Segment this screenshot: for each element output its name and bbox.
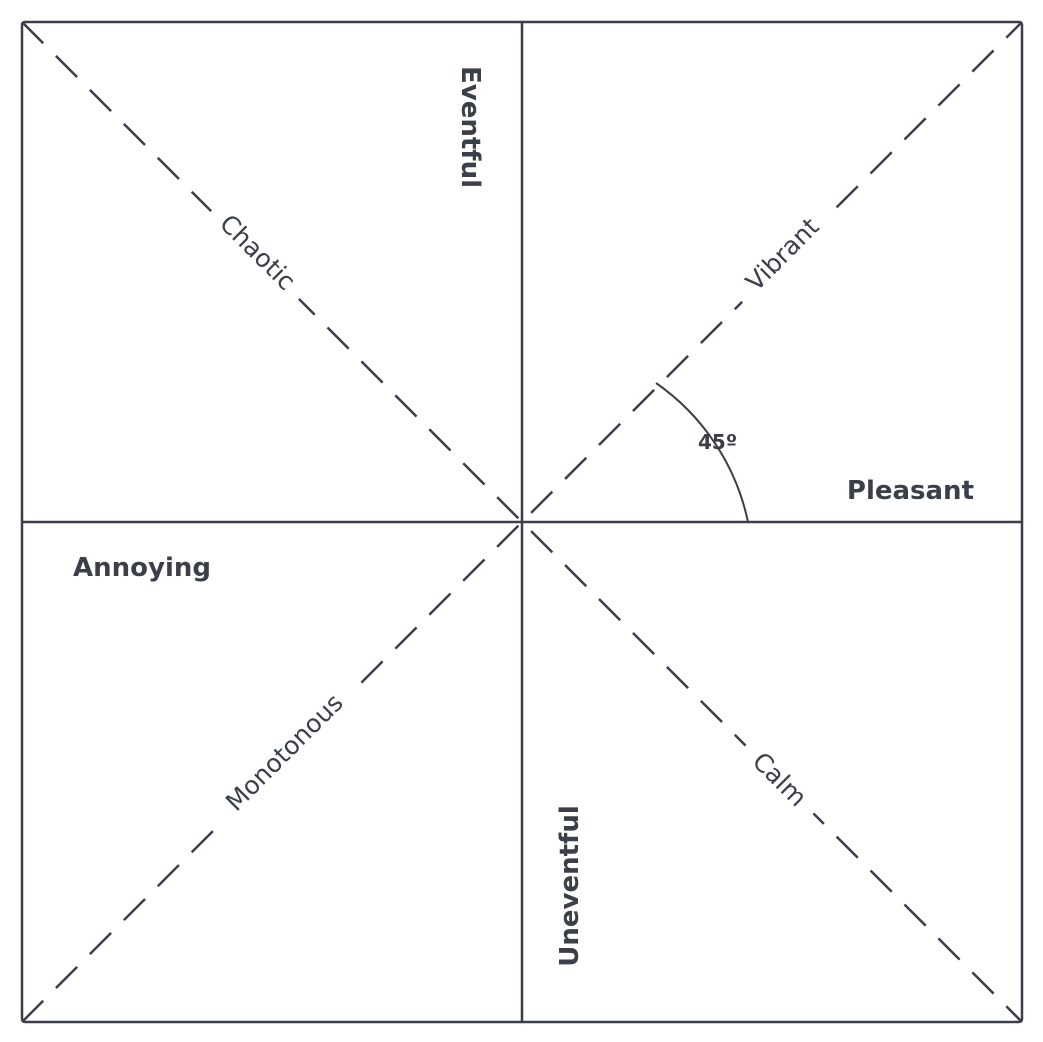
label-vibrant-group: Vibrant bbox=[724, 196, 840, 312]
label-monotonous: Monotonous bbox=[220, 688, 349, 817]
label-chaotic-gap bbox=[200, 194, 316, 310]
label-chaotic: Chaotic bbox=[214, 209, 301, 296]
label-eventful: Eventful bbox=[455, 66, 485, 188]
label-vibrant-gap bbox=[724, 196, 840, 312]
label-monotonous-group: Monotonous bbox=[199, 667, 369, 837]
angle-arc bbox=[655, 382, 749, 523]
angle-label: 45º bbox=[698, 430, 737, 454]
label-chaotic-group: Chaotic bbox=[200, 194, 316, 310]
label-calm-gap bbox=[731, 730, 829, 828]
label-monotonous-gap bbox=[199, 667, 369, 837]
diagonal-monotonous-vibrant bbox=[21, 21, 1023, 1023]
label-vibrant: Vibrant bbox=[740, 212, 825, 297]
label-calm-group: Calm bbox=[731, 730, 829, 828]
label-pleasant: Pleasant bbox=[847, 476, 974, 506]
label-annoying: Annoying bbox=[73, 553, 211, 583]
label-uneventful: Uneventful bbox=[555, 805, 585, 967]
diagonal-chaotic-calm bbox=[21, 21, 1023, 1023]
